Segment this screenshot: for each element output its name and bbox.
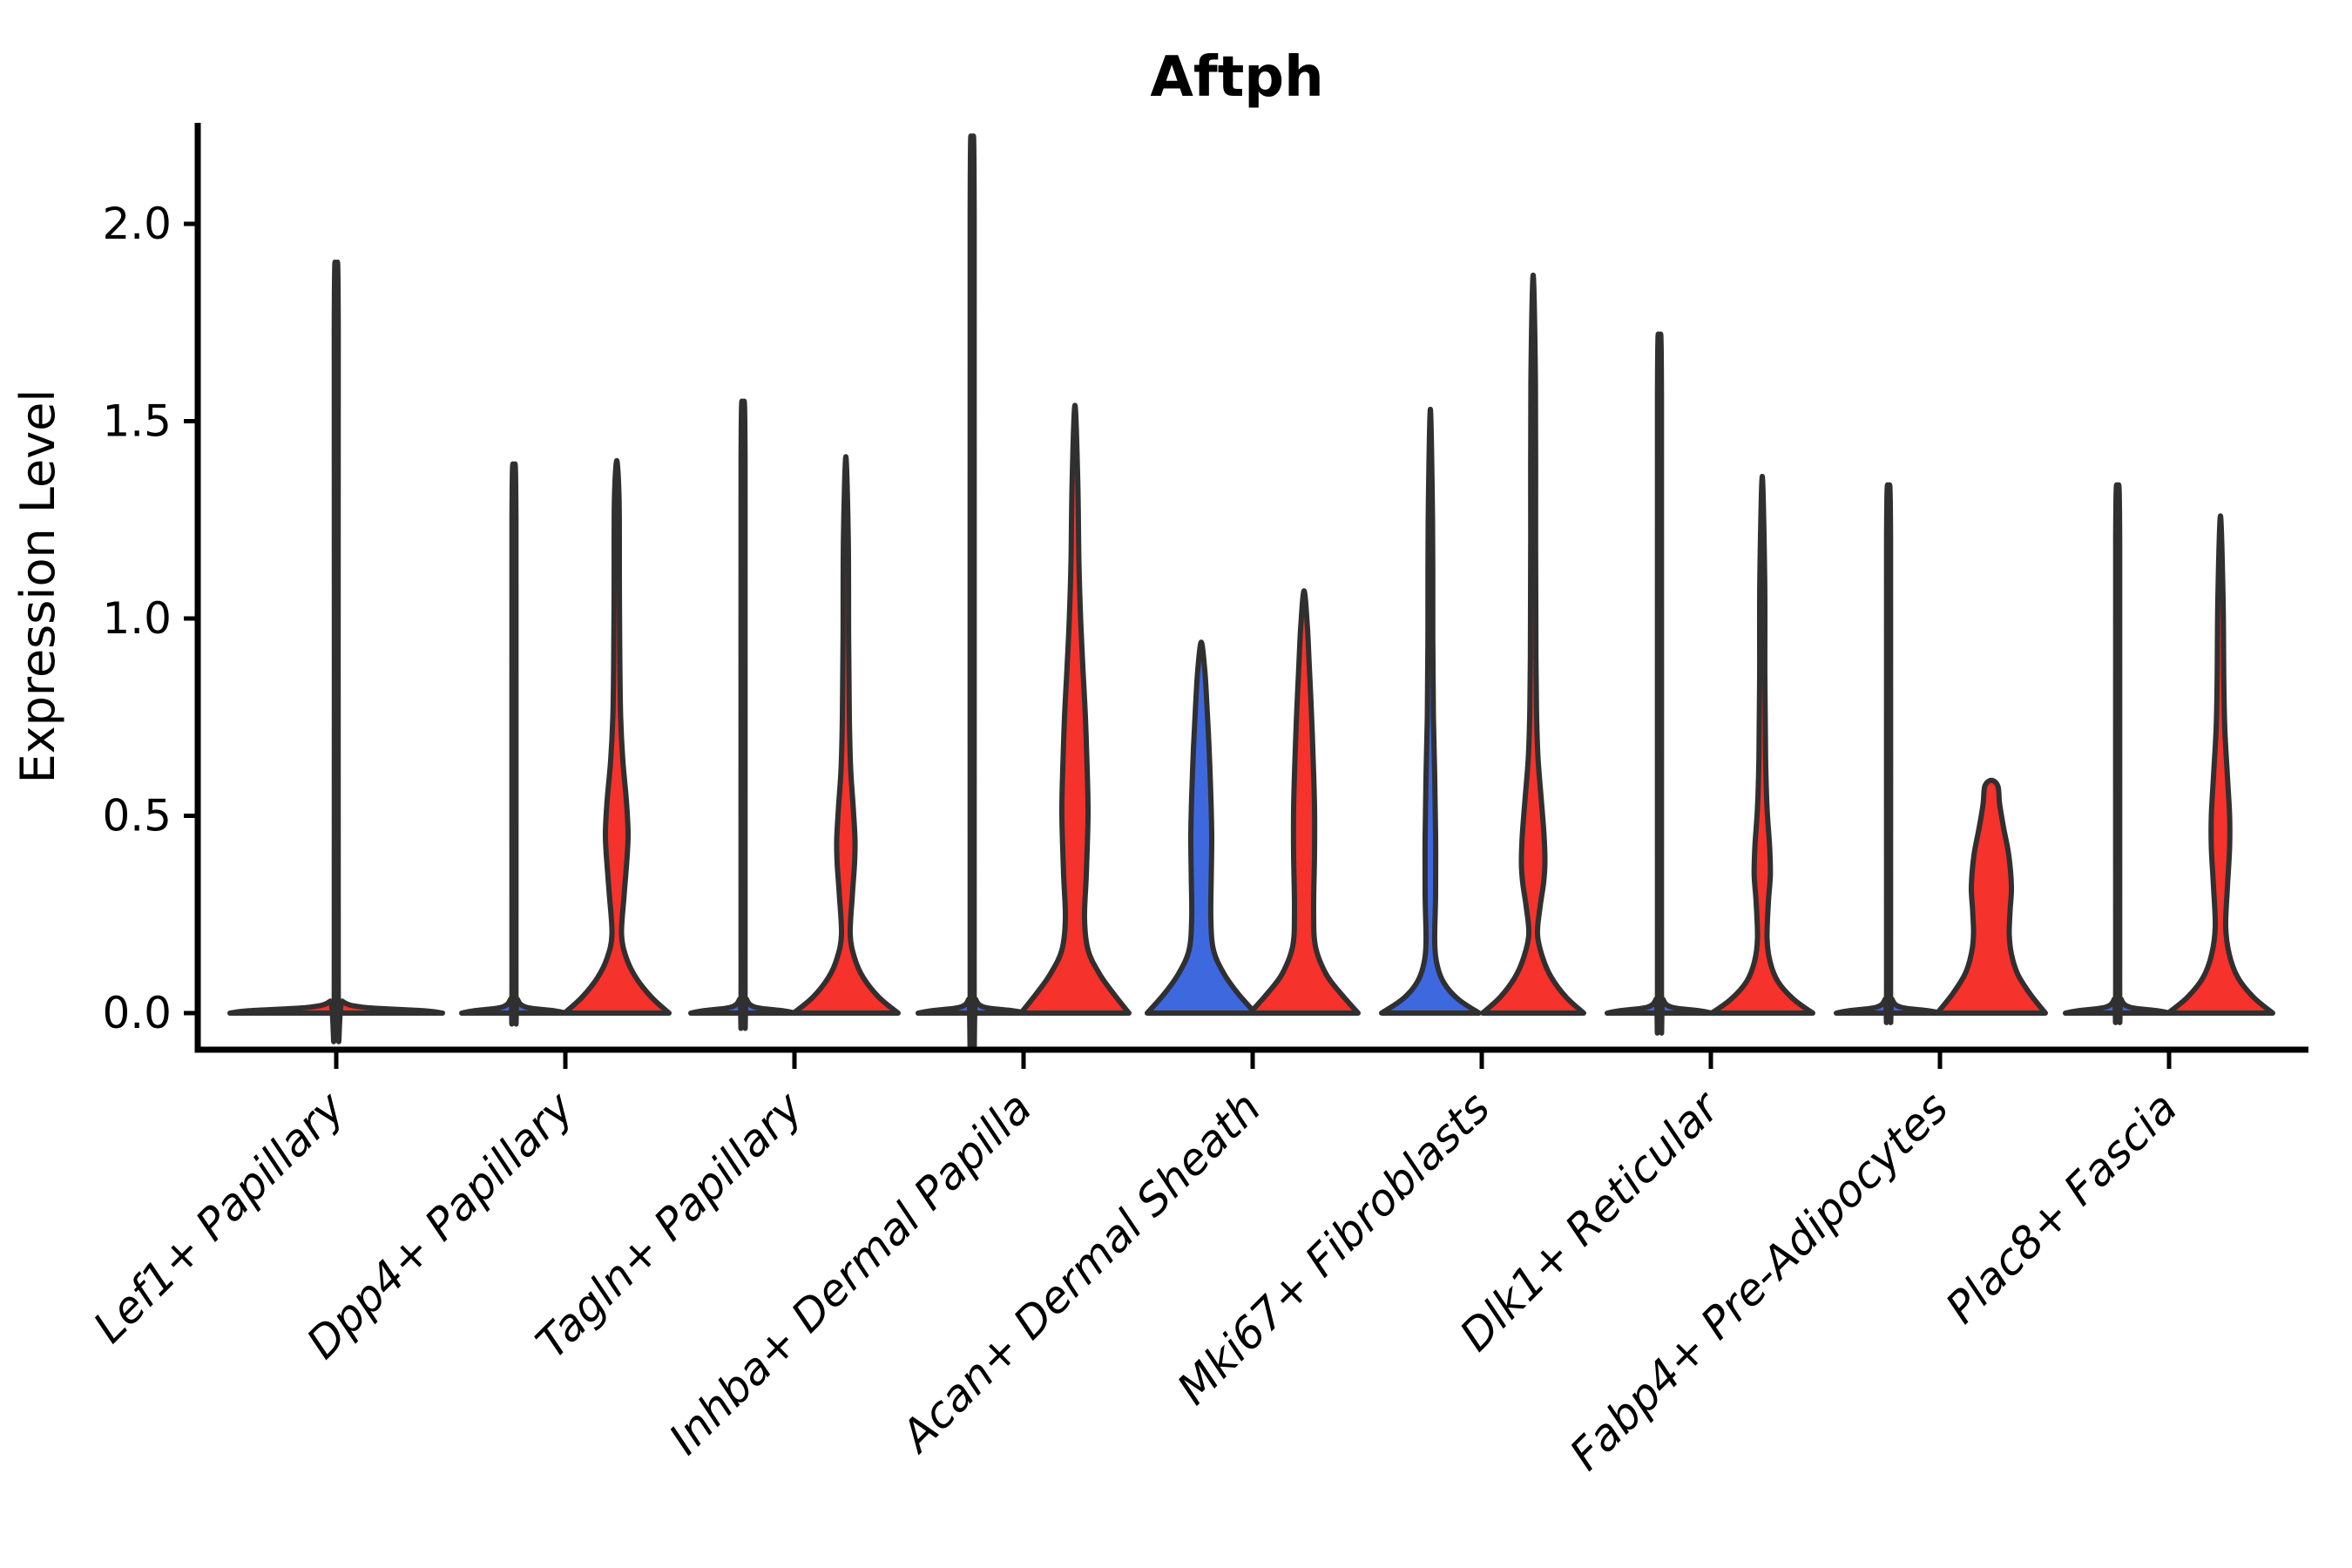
x-tick-label-4: Acan+ Dermal Sheath (890, 1082, 1271, 1463)
violin-8-left (2063, 482, 2173, 1025)
y-tick-label-3: 1.5 (102, 396, 172, 447)
violin-3-right (1018, 402, 1132, 1016)
x-tick-label-3: Inhba+ Dermal Papilla (659, 1082, 1041, 1463)
violin-5-left (1379, 406, 1482, 1016)
violin-4-left (1145, 639, 1258, 1016)
violin-5-right (1480, 272, 1586, 1016)
violin-3-left (916, 133, 1029, 1050)
violin-0-single (227, 260, 445, 1044)
violin-1-right (562, 457, 672, 1016)
violin-7-left (1834, 482, 1943, 1025)
violin-2-left (688, 398, 798, 1031)
violin-6-left (1605, 331, 1714, 1036)
x-tick-label-8: Plac8+ Fascia (1936, 1082, 2187, 1333)
violin-4-right (1247, 588, 1361, 1016)
x-tick-label-0: Lef1+ Papillary (84, 1081, 355, 1352)
violin-6-right (1709, 473, 1815, 1016)
violin-2-right (791, 454, 901, 1016)
y-tick-label-0: 0.0 (102, 988, 172, 1038)
y-axis-label: Expression Level (10, 389, 65, 784)
violin-8-right (2166, 513, 2275, 1016)
violins-layer (227, 133, 2275, 1050)
violin-7-right (1935, 777, 2048, 1016)
y-tick-label-1: 0.5 (102, 791, 172, 841)
y-tick-label-2: 1.0 (102, 593, 172, 644)
y-tick-label-4: 2.0 (102, 199, 172, 249)
violin-1-left (459, 461, 569, 1027)
chart-title: Aftph (1150, 45, 1323, 110)
x-tick-label-7: Fabp4+ Pre-Adipocytes (1560, 1082, 1958, 1480)
